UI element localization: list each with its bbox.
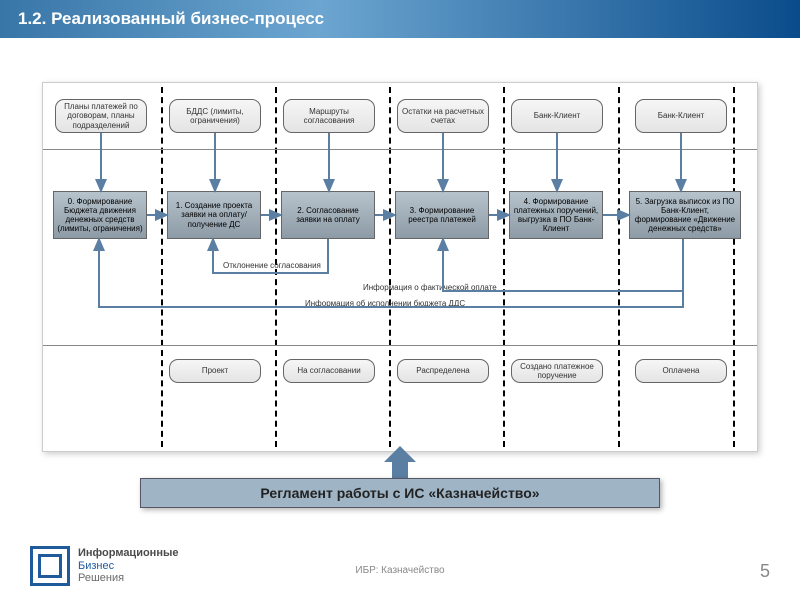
regulation-bar: Регламент работы с ИС «Казначейство» — [140, 478, 660, 508]
regulation-label: Регламент работы с ИС «Казначейство» — [260, 485, 539, 501]
footer-caption: ИБР: Казначейство — [0, 565, 800, 576]
diagram-frame: Планы платежей по договорам, планы подра… — [42, 82, 758, 452]
slide-title-bar: 1.2. Реализованный бизнес-процесс — [0, 0, 800, 38]
slide-title: 1.2. Реализованный бизнес-процесс — [18, 9, 324, 29]
up-arrow-icon — [384, 446, 416, 480]
flow-arrows — [43, 83, 759, 453]
page-number: 5 — [760, 561, 770, 582]
